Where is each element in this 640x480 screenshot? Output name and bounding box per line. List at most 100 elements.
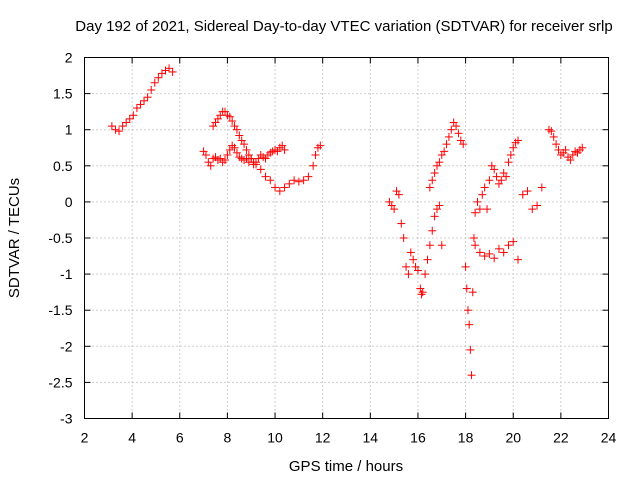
- data-point: [221, 156, 230, 165]
- data-point: [201, 150, 210, 159]
- data-point: [578, 143, 587, 152]
- data-points: [107, 64, 587, 380]
- data-point: [504, 158, 513, 167]
- data-point: [143, 93, 152, 102]
- data-point: [485, 249, 494, 258]
- data-point: [444, 132, 453, 141]
- data-point: [225, 112, 234, 121]
- data-point: [290, 176, 299, 185]
- plot-frame: [84, 57, 609, 419]
- data-point: [561, 145, 570, 154]
- data-point: [430, 169, 439, 178]
- data-point: [528, 205, 537, 214]
- data-point: [485, 176, 494, 185]
- data-point: [428, 176, 437, 185]
- data-point: [480, 183, 489, 192]
- data-point: [471, 241, 480, 250]
- data-point: [266, 176, 275, 185]
- data-point: [409, 255, 418, 264]
- grid-lines: [84, 57, 609, 419]
- data-point: [461, 262, 470, 271]
- data-point: [261, 172, 270, 181]
- data-point: [421, 270, 430, 279]
- data-point: [125, 114, 134, 123]
- data-point: [468, 288, 477, 297]
- data-point: [129, 111, 138, 120]
- data-point: [304, 172, 313, 181]
- data-point: [518, 190, 527, 199]
- data-point: [311, 150, 320, 159]
- data-point: [397, 219, 406, 228]
- x-tick-labels: 2 4 6 8 10 12 14 16 18 20 22 24: [81, 430, 617, 446]
- data-point: [499, 248, 508, 257]
- data-point: [285, 179, 294, 188]
- data-point: [235, 131, 244, 140]
- data-point: [478, 190, 487, 199]
- data-point: [440, 147, 449, 156]
- data-point: [230, 143, 239, 152]
- data-point: [251, 160, 260, 169]
- data-point: [554, 145, 563, 154]
- data-point: [256, 165, 265, 174]
- data-point: [136, 100, 145, 109]
- data-point: [228, 117, 237, 126]
- x-tick-label: 12: [315, 430, 331, 446]
- data-point: [161, 66, 170, 75]
- data-point: [275, 187, 284, 196]
- data-point: [475, 248, 484, 257]
- data-point: [147, 85, 156, 94]
- data-point: [435, 158, 444, 167]
- data-point: [118, 122, 127, 131]
- data-point: [442, 140, 451, 149]
- data-point: [459, 140, 468, 149]
- data-point: [437, 241, 446, 250]
- data-point: [483, 205, 492, 214]
- data-point: [242, 145, 251, 154]
- data-point: [447, 125, 456, 134]
- data-point: [309, 161, 318, 170]
- data-point: [271, 183, 280, 192]
- data-point: [225, 145, 234, 154]
- data-point: [552, 140, 561, 149]
- data-point: [492, 172, 501, 181]
- data-point: [473, 197, 482, 206]
- y-tick-label: -1: [60, 266, 73, 282]
- data-point: [232, 125, 241, 134]
- data-point: [280, 183, 289, 192]
- data-point: [111, 125, 120, 134]
- data-point: [509, 143, 518, 152]
- data-point: [425, 241, 434, 250]
- y-tick-label: 0: [65, 194, 73, 210]
- data-point: [402, 262, 411, 271]
- data-point: [122, 118, 131, 127]
- data-point: [490, 254, 499, 263]
- data-point: [490, 165, 499, 174]
- data-point: [425, 183, 434, 192]
- data-point: [430, 212, 439, 221]
- data-point: [475, 205, 484, 214]
- data-point: [523, 187, 532, 196]
- data-point: [537, 183, 546, 192]
- data-point: [240, 140, 249, 149]
- data-point: [428, 226, 437, 235]
- x-tick-label: 6: [176, 430, 184, 446]
- data-point: [566, 156, 575, 165]
- y-tick-label: 0.5: [53, 158, 73, 174]
- data-point: [299, 176, 308, 185]
- data-point: [547, 127, 556, 136]
- data-point: [115, 127, 124, 136]
- data-point: [533, 201, 542, 210]
- data-point: [502, 172, 511, 181]
- data-point: [406, 248, 415, 257]
- data-point: [506, 150, 515, 159]
- data-point: [435, 201, 444, 210]
- x-tick-label: 16: [410, 430, 426, 446]
- axis-ticks: [84, 57, 609, 419]
- data-point: [467, 371, 476, 380]
- chart-title: Day 192 of 2021, Sidereal Day-to-day VTE…: [75, 18, 612, 35]
- data-point: [390, 205, 399, 214]
- x-tick-label: 18: [458, 430, 474, 446]
- x-axis-title: GPS time / hours: [289, 458, 403, 475]
- data-point: [509, 237, 518, 246]
